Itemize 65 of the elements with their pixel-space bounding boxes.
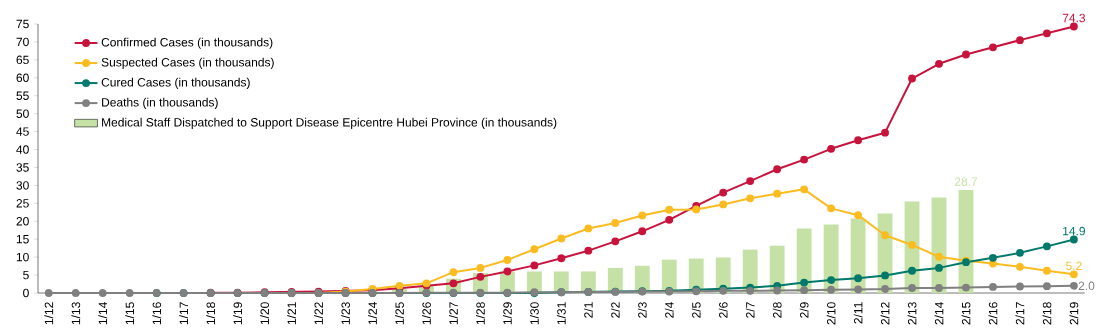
data-label: 5.2 [1066, 261, 1082, 271]
x-tick-label: 2/19 [1069, 302, 1079, 325]
y-tick-label: 30 [16, 181, 29, 190]
x-tick-label: 1/24 [368, 302, 377, 325]
y-tick-label: 40 [16, 145, 29, 154]
y-tick-label: 65 [16, 55, 29, 65]
x-tick-label: 2/14 [934, 302, 944, 325]
x-tick-label: 2/7 [745, 302, 755, 318]
x-tick-label: 2/18 [1042, 302, 1052, 325]
x-tick-label: 1/15 [125, 302, 135, 325]
x-tick-label: 2/15 [961, 302, 971, 325]
x-tick-label: 1/21 [287, 302, 296, 325]
x-tick-label: 2/9 [799, 302, 809, 318]
legend-label: Suspected Cases (in thousands) [101, 57, 274, 69]
x-tick-label: 2/6 [718, 302, 728, 318]
x-tick-label: 2/11 [853, 302, 863, 324]
y-tick-label: 45 [16, 127, 29, 136]
x-tick-label: 1/19 [233, 302, 243, 325]
x-tick-label: 2/12 [880, 302, 890, 325]
x-tick-label: 2/13 [907, 302, 917, 325]
x-tick-label: 1/27 [449, 302, 458, 325]
y-tick-label: 20 [16, 217, 29, 226]
x-tick-label: 1/23 [341, 302, 350, 325]
x-tick-label: 1/17 [179, 302, 189, 325]
y-tick-label: 5 [23, 270, 29, 280]
legend-label: Confirmed Cases (in thousands) [101, 37, 273, 49]
x-tick-label: 1/28 [476, 302, 485, 325]
data-label: 28.7 [954, 177, 978, 186]
x-tick-label: 2/2 [610, 302, 620, 318]
y-tick-label: 55 [16, 91, 29, 100]
y-tick-label: 0 [23, 288, 29, 298]
x-tick-label: 1/14 [98, 302, 108, 325]
x-tick-label: 2/16 [988, 302, 998, 325]
y-tick-label: 60 [16, 73, 29, 83]
x-tick-label: 2/10 [826, 302, 836, 325]
x-tick-label: 2/8 [772, 302, 782, 318]
x-tick-label: 1/12 [44, 302, 54, 325]
x-tick-label: 1/25 [395, 302, 404, 325]
y-tick-label: 15 [16, 235, 29, 244]
legend-label: Medical Staff Dispatched to Support Disease Epicentre Hubei Province (in thousands) [102, 117, 557, 129]
y-tick-label: 10 [16, 252, 29, 262]
x-tick-label: 1/30 [529, 302, 539, 325]
y-tick-label: 70 [16, 37, 29, 47]
data-label: 2.0 [1078, 281, 1095, 291]
x-tick-label: 1/31 [556, 302, 566, 325]
x-tick-label: 1/16 [152, 302, 162, 325]
data-label: 74.3 [1062, 13, 1086, 23]
data-label: 14.9 [1063, 226, 1085, 236]
y-tick-label: 75 [16, 19, 29, 29]
y-tick-label: 50 [16, 109, 29, 118]
x-tick-label: 1/18 [206, 302, 216, 325]
x-tick-label: 1/26 [422, 302, 431, 325]
x-tick-label: 1/22 [314, 302, 323, 325]
x-tick-label: 1/20 [260, 302, 270, 325]
legend-label: Deaths (in thousands) [102, 97, 218, 109]
x-tick-label: 2/4 [664, 302, 674, 318]
x-tick-label: 2/1 [583, 302, 593, 318]
x-tick-label: 2/5 [691, 302, 701, 318]
legend-label: Cured Cases (in thousands) [101, 77, 250, 89]
x-tick-label: 2/17 [1015, 302, 1025, 325]
y-tick-label: 25 [16, 199, 29, 208]
y-tick-label: 35 [16, 163, 29, 172]
x-tick-label: 2/3 [637, 302, 647, 318]
x-tick-label: 1/13 [71, 302, 81, 325]
x-tick-label: 1/29 [502, 302, 512, 325]
